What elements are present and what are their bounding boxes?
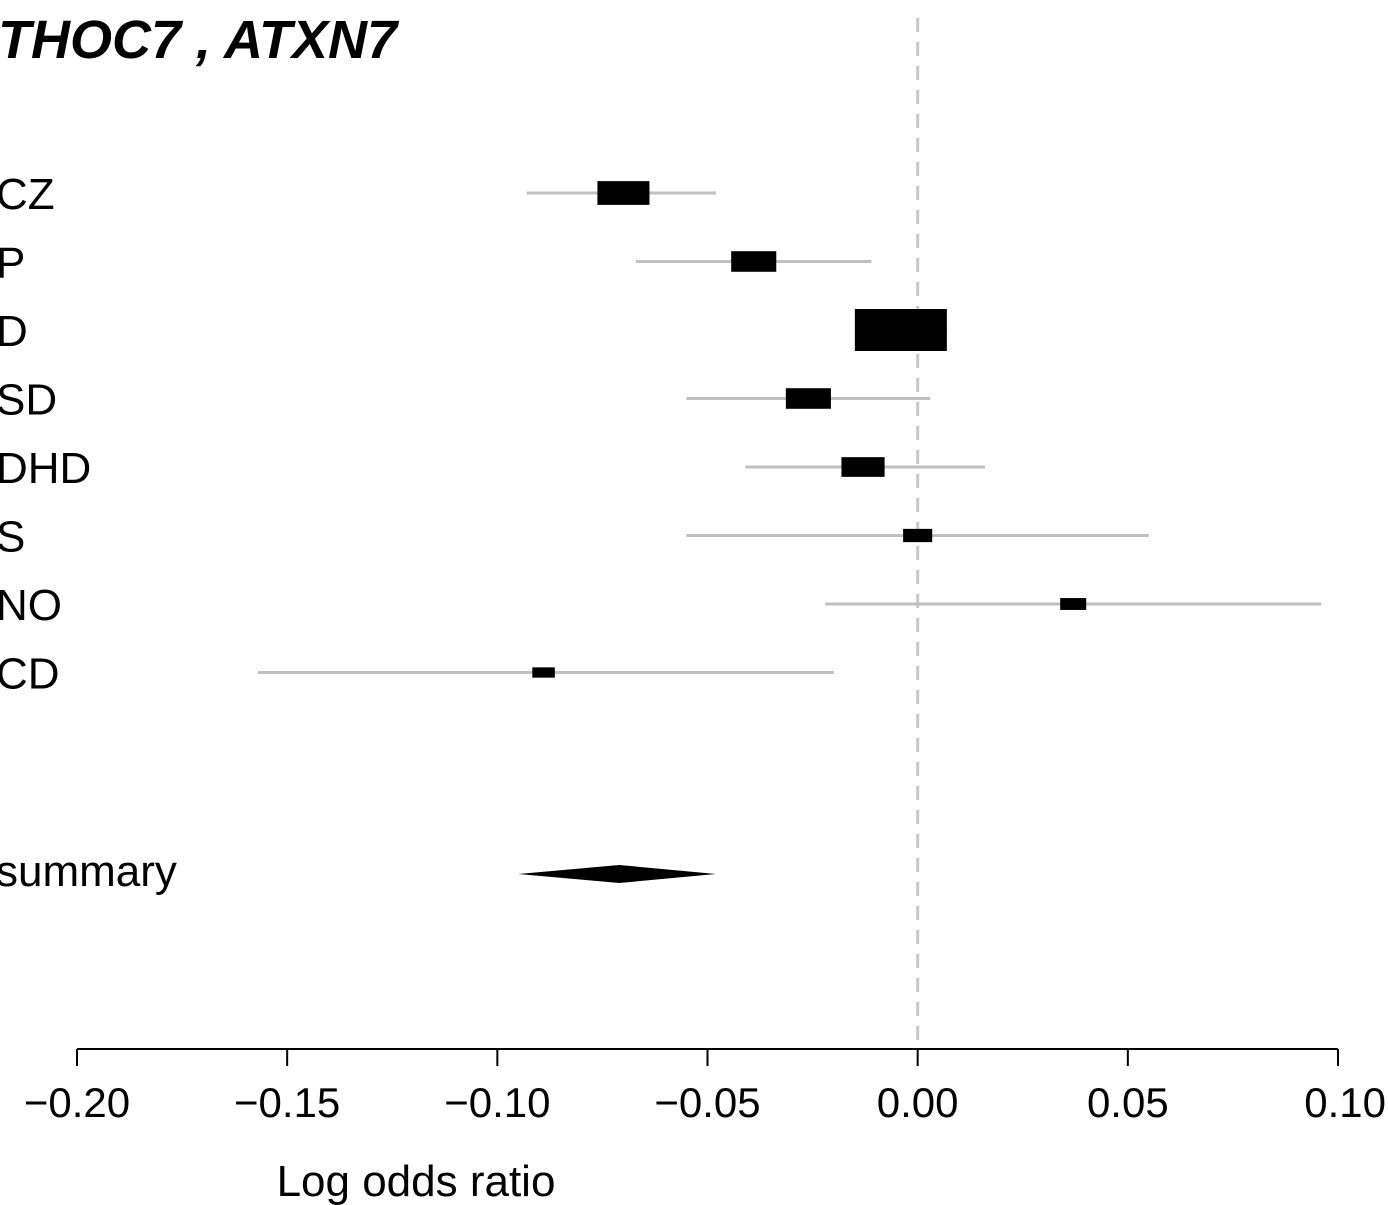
study-row: S [0, 513, 1149, 562]
study-label: P [0, 239, 25, 288]
study-label: D [0, 307, 28, 356]
estimate-box [1060, 598, 1087, 610]
study-label: CZ [0, 170, 55, 219]
x-tick-label: −0.10 [444, 1079, 550, 1126]
study-row: CZ [0, 170, 716, 219]
study-label: SD [0, 376, 57, 425]
estimate-box [785, 388, 831, 409]
x-tick-label: −0.20 [24, 1079, 130, 1126]
chart-title: THOC7 , ATXN7 [0, 10, 400, 70]
estimate-box [731, 251, 777, 272]
x-tick-label: 0.10 [1304, 1079, 1386, 1126]
x-tick-label: −0.15 [234, 1079, 340, 1126]
estimate-box [841, 457, 885, 477]
estimate-box [532, 667, 555, 678]
study-rows: CZ PD SD DHD S NO CD [0, 170, 1322, 699]
study-label: DHD [0, 444, 91, 493]
study-row: CD [0, 650, 834, 699]
study-row: D [0, 307, 948, 356]
summary-label: summary [0, 847, 177, 896]
estimate-box [597, 181, 650, 205]
estimate-box [854, 309, 947, 351]
x-axis: −0.20 −0.15 −0.10 −0.05 0.00 0.05 0.10 [24, 1048, 1386, 1126]
summary-row: summary [0, 847, 716, 896]
estimate-box [903, 528, 933, 543]
study-row: NO [0, 581, 1322, 630]
x-tick-label: −0.05 [654, 1079, 760, 1126]
summary-diamond [518, 865, 716, 883]
x-tick-label: 0.05 [1087, 1079, 1169, 1126]
study-label: NO [0, 581, 62, 630]
x-tick-label: 0.00 [877, 1079, 959, 1126]
study-row: SD [0, 376, 931, 425]
study-label: CD [0, 650, 60, 699]
study-label: S [0, 513, 25, 562]
study-row: DHD [0, 444, 985, 493]
x-axis-label: Log odds ratio [277, 1157, 556, 1205]
study-row: P [0, 239, 872, 288]
